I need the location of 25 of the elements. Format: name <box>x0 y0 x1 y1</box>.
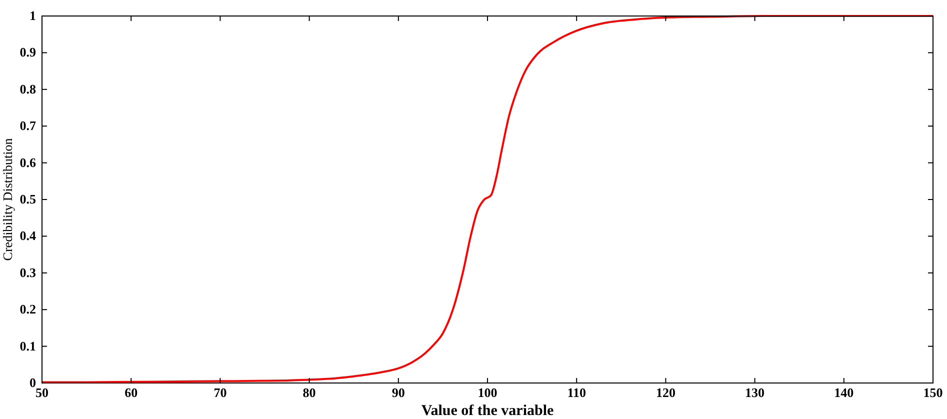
y-tick-label: 1 <box>30 8 36 23</box>
x-tick-label: 70 <box>214 385 227 400</box>
y-tick-label: 0.8 <box>20 81 36 96</box>
x-tick-label: 80 <box>302 385 316 400</box>
y-tick-label: 0.6 <box>20 154 36 170</box>
x-tick-label: 60 <box>124 385 138 400</box>
x-tick-label: 120 <box>656 385 676 400</box>
y-tick-label: 0.3 <box>20 264 36 280</box>
line-series <box>41 15 934 384</box>
x-tick-label: 140 <box>834 385 854 400</box>
y-tick-label: 0 <box>30 375 36 390</box>
x-axis-title: Value of the variable <box>421 403 554 419</box>
x-tick-label: 100 <box>478 385 498 400</box>
y-tick-label: 0.9 <box>20 44 36 60</box>
x-tick-label: 50 <box>36 385 48 400</box>
x-tick-label: 90 <box>392 385 405 400</box>
x-tick-label: 130 <box>745 385 765 400</box>
y-tick-label: 0.2 <box>20 302 36 317</box>
y-tick-label: 0.4 <box>20 228 36 244</box>
x-tick-label: 110 <box>567 385 586 400</box>
y-tick-label: 0.1 <box>20 338 36 354</box>
y-axis-title: Credibility Distribution <box>0 138 15 261</box>
y-tick-label: 0.5 <box>20 192 36 206</box>
x-tick-label: 150 <box>923 385 943 400</box>
y-tick-label: 0.7 <box>20 118 36 134</box>
